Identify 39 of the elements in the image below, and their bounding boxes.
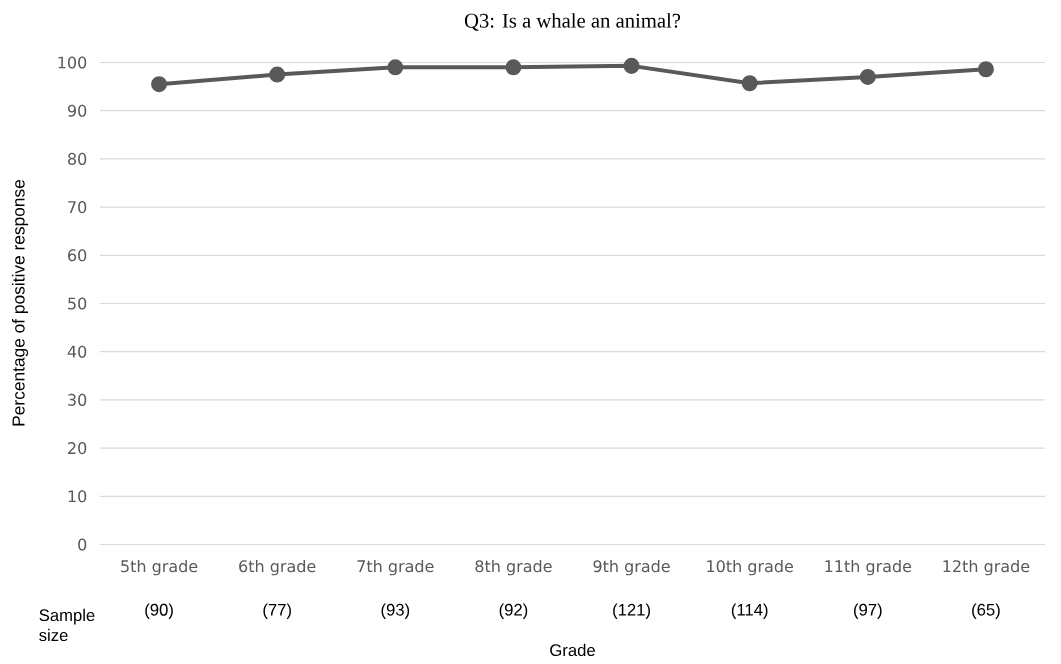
text: (65) xyxy=(972,603,1000,619)
text: (97) xyxy=(854,603,882,619)
y-tick-label: 70 xyxy=(68,201,87,214)
text: (90) xyxy=(145,603,173,619)
y-tick-label: 20 xyxy=(68,442,87,455)
x-tick-label: 5th grade xyxy=(121,559,198,576)
x-tick-label: 10th grade xyxy=(707,559,794,576)
point xyxy=(269,66,286,83)
text: (114) xyxy=(731,603,768,619)
point xyxy=(505,59,522,76)
text: (93) xyxy=(381,603,410,619)
point xyxy=(859,68,876,85)
x-tick-label: 6th grade xyxy=(239,559,316,576)
point xyxy=(741,75,758,92)
x-axis-title: Grade xyxy=(550,643,595,657)
y-tick-label: 40 xyxy=(67,345,87,358)
x-tick-label: 8th grade xyxy=(475,559,552,576)
x-tick-label: 9th grade xyxy=(593,559,670,576)
y-tick-label: 80 xyxy=(68,152,87,165)
text: (92) xyxy=(499,603,528,619)
y-tick-label: 50 xyxy=(68,297,87,310)
y-tick-label: 10 xyxy=(68,490,87,503)
x-tick-label: 7th grade xyxy=(357,559,434,576)
y-tick-label: 0 xyxy=(78,538,87,551)
y-tick-label: 60 xyxy=(68,249,87,262)
y-tick-label: 90 xyxy=(67,104,87,117)
x-tick-label: 12th grade xyxy=(943,559,1030,576)
y-tick-label: 30 xyxy=(68,393,87,406)
text: (77) xyxy=(263,603,291,619)
y-axis-title: Percentage of positive response xyxy=(11,179,29,426)
point xyxy=(151,76,168,93)
point xyxy=(977,61,994,78)
text: (121) xyxy=(613,603,650,619)
text: Sample size xyxy=(39,608,95,642)
point xyxy=(387,59,404,76)
y-tick-label: 100 xyxy=(58,56,87,69)
chart-title: Q3: Is a whale an animal? xyxy=(464,13,681,31)
x-tick-label: 11th grade xyxy=(825,559,912,576)
point xyxy=(623,57,640,74)
